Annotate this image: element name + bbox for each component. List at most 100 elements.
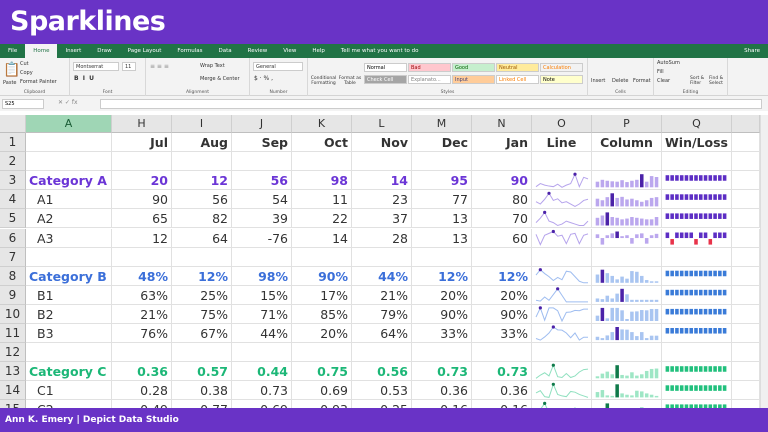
value-cell[interactable]: 39 (232, 209, 292, 229)
category-label[interactable]: Category C (26, 362, 112, 382)
cell[interactable] (592, 266, 662, 286)
value-cell[interactable]: 79% (352, 304, 412, 324)
value-cell[interactable]: 33% (472, 324, 532, 344)
value-cell[interactable]: -76 (232, 228, 292, 248)
conditional-formatting-button[interactable]: Conditional Formatting (310, 76, 337, 86)
value-cell[interactable]: 20% (292, 324, 352, 344)
cell[interactable] (532, 266, 592, 286)
cell[interactable] (592, 381, 662, 401)
value-cell[interactable]: 22 (292, 209, 352, 229)
font-name-select[interactable]: Montserrat (73, 62, 119, 71)
cell[interactable] (112, 152, 172, 172)
cell[interactable] (172, 247, 232, 267)
cell[interactable] (172, 152, 232, 172)
cell[interactable] (732, 285, 760, 305)
tab-file[interactable]: File (8, 48, 18, 54)
format-painter-button[interactable]: Format Painter (20, 79, 57, 85)
value-cell[interactable]: 90 (472, 171, 532, 191)
value-cell[interactable]: 44% (232, 324, 292, 344)
value-cell[interactable]: 13 (412, 209, 472, 229)
value-cell[interactable]: 14 (352, 171, 412, 191)
cell[interactable] (532, 324, 592, 344)
tab-review[interactable]: Review (247, 48, 268, 54)
cell[interactable] (732, 324, 760, 344)
value-cell[interactable]: 64% (352, 324, 412, 344)
cell[interactable] (592, 343, 662, 363)
column-header-N[interactable]: N (472, 115, 532, 133)
value-cell[interactable]: 20 (112, 171, 172, 191)
value-cell[interactable]: 71% (232, 304, 292, 324)
cell[interactable] (662, 266, 732, 286)
item-label[interactable]: B3 (26, 324, 112, 344)
cell[interactable] (532, 171, 592, 191)
cell[interactable] (26, 247, 112, 267)
cell[interactable] (592, 285, 662, 305)
cell[interactable] (662, 304, 732, 324)
column-header-blank[interactable] (732, 115, 760, 133)
header-oct[interactable]: Oct (292, 133, 352, 153)
row-header-3[interactable]: 3 (0, 171, 26, 191)
tab-home[interactable]: Home (25, 44, 58, 58)
cell[interactable] (532, 381, 592, 401)
column-header-M[interactable]: M (412, 115, 472, 133)
value-cell[interactable]: 11 (292, 190, 352, 210)
align-icons[interactable]: ≡ ≡ ≡ (150, 63, 169, 70)
cell[interactable] (172, 343, 232, 363)
value-cell[interactable]: 0.73 (412, 362, 472, 382)
column-header-L[interactable]: L (352, 115, 412, 133)
value-cell[interactable]: 17% (292, 285, 352, 305)
cell-style-note[interactable]: Note (540, 75, 583, 84)
item-label[interactable]: B1 (26, 285, 112, 305)
format-as-table-button[interactable]: Format as Table (338, 76, 362, 86)
cell[interactable] (732, 228, 760, 248)
value-cell[interactable]: 80 (472, 190, 532, 210)
cell[interactable] (732, 362, 760, 382)
value-cell[interactable]: 63% (112, 285, 172, 305)
value-cell[interactable]: 25% (172, 285, 232, 305)
cell[interactable] (732, 209, 760, 229)
cell[interactable] (352, 343, 412, 363)
currency-percent-buttons[interactable]: $ · % , (254, 75, 274, 82)
value-cell[interactable]: 0.75 (292, 362, 352, 382)
value-cell[interactable]: 12% (412, 266, 472, 286)
tab-insert[interactable]: Insert (65, 48, 82, 54)
value-cell[interactable]: 12 (112, 228, 172, 248)
cell[interactable] (292, 343, 352, 363)
value-cell[interactable]: 0.57 (172, 362, 232, 382)
value-cell[interactable]: 20% (412, 285, 472, 305)
cell[interactable] (662, 343, 732, 363)
font-size-select[interactable]: 11 (122, 62, 136, 71)
value-cell[interactable]: 90% (472, 304, 532, 324)
cell[interactable] (532, 247, 592, 267)
value-cell[interactable]: 77 (412, 190, 472, 210)
value-cell[interactable]: 14 (292, 228, 352, 248)
column-header-P[interactable]: P (592, 115, 662, 133)
cell[interactable] (112, 247, 172, 267)
cell[interactable] (292, 247, 352, 267)
row-header-7[interactable]: 7 (0, 247, 26, 267)
cell[interactable] (532, 228, 592, 248)
value-cell[interactable]: 12 (172, 171, 232, 191)
cell[interactable] (732, 304, 760, 324)
header-column[interactable]: Column (592, 133, 662, 153)
cell[interactable] (732, 133, 760, 153)
value-cell[interactable]: 0.56 (352, 362, 412, 382)
value-cell[interactable]: 75% (172, 304, 232, 324)
fx-icon[interactable]: ✕ ✓ fx (58, 99, 78, 106)
value-cell[interactable]: 90% (412, 304, 472, 324)
header-dec[interactable]: Dec (412, 133, 472, 153)
cell[interactable] (532, 285, 592, 305)
column-header-H[interactable]: H (112, 115, 172, 133)
value-cell[interactable]: 23 (352, 190, 412, 210)
value-cell[interactable]: 56 (232, 171, 292, 191)
cell[interactable] (732, 381, 760, 401)
cell-style-good[interactable]: Good (452, 63, 495, 72)
cell[interactable] (232, 152, 292, 172)
cell[interactable] (26, 343, 112, 363)
cut-button[interactable]: Cut (20, 61, 29, 67)
value-cell[interactable]: 64 (172, 228, 232, 248)
cell[interactable] (412, 247, 472, 267)
cell[interactable] (592, 228, 662, 248)
value-cell[interactable]: 48% (112, 266, 172, 286)
cell[interactable] (592, 324, 662, 344)
